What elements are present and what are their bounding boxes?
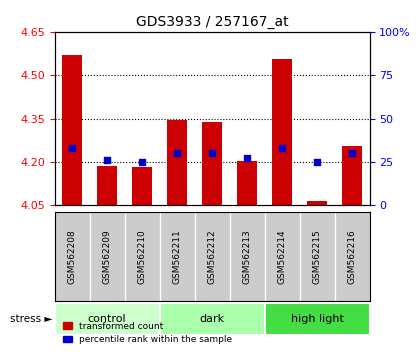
- Point: [279, 145, 286, 151]
- Text: GSM562208: GSM562208: [68, 229, 76, 284]
- Text: GSM562213: GSM562213: [243, 229, 252, 284]
- Text: GSM562209: GSM562209: [102, 229, 112, 284]
- Text: GSM562212: GSM562212: [207, 229, 217, 284]
- Bar: [342, 146, 362, 205]
- Point: [174, 150, 181, 156]
- Point: [69, 145, 76, 151]
- Bar: [63, 55, 82, 205]
- Bar: [307, 201, 327, 205]
- Text: high light: high light: [291, 314, 344, 324]
- Point: [349, 150, 355, 156]
- Bar: [168, 120, 187, 205]
- Bar: [202, 122, 222, 205]
- Point: [314, 159, 320, 165]
- Text: GSM562214: GSM562214: [278, 229, 286, 284]
- Point: [244, 156, 250, 161]
- Point: [104, 158, 110, 163]
- Legend: transformed count, percentile rank within the sample: transformed count, percentile rank withi…: [59, 318, 236, 348]
- Point: [139, 159, 145, 165]
- Text: GSM562211: GSM562211: [173, 229, 181, 284]
- Text: GSM562216: GSM562216: [348, 229, 357, 284]
- Text: dark: dark: [200, 314, 225, 324]
- Bar: [97, 166, 117, 205]
- Text: GSM562215: GSM562215: [312, 229, 322, 284]
- Text: control: control: [88, 314, 126, 324]
- Point: [209, 150, 215, 156]
- Bar: [132, 167, 152, 205]
- Text: GSM562210: GSM562210: [138, 229, 147, 284]
- Bar: [273, 59, 292, 205]
- Bar: [55, 303, 160, 335]
- Text: stress ►: stress ►: [10, 314, 52, 324]
- Bar: [160, 303, 265, 335]
- Title: GDS3933 / 257167_at: GDS3933 / 257167_at: [136, 16, 289, 29]
- Bar: [237, 161, 257, 205]
- Bar: [265, 303, 370, 335]
